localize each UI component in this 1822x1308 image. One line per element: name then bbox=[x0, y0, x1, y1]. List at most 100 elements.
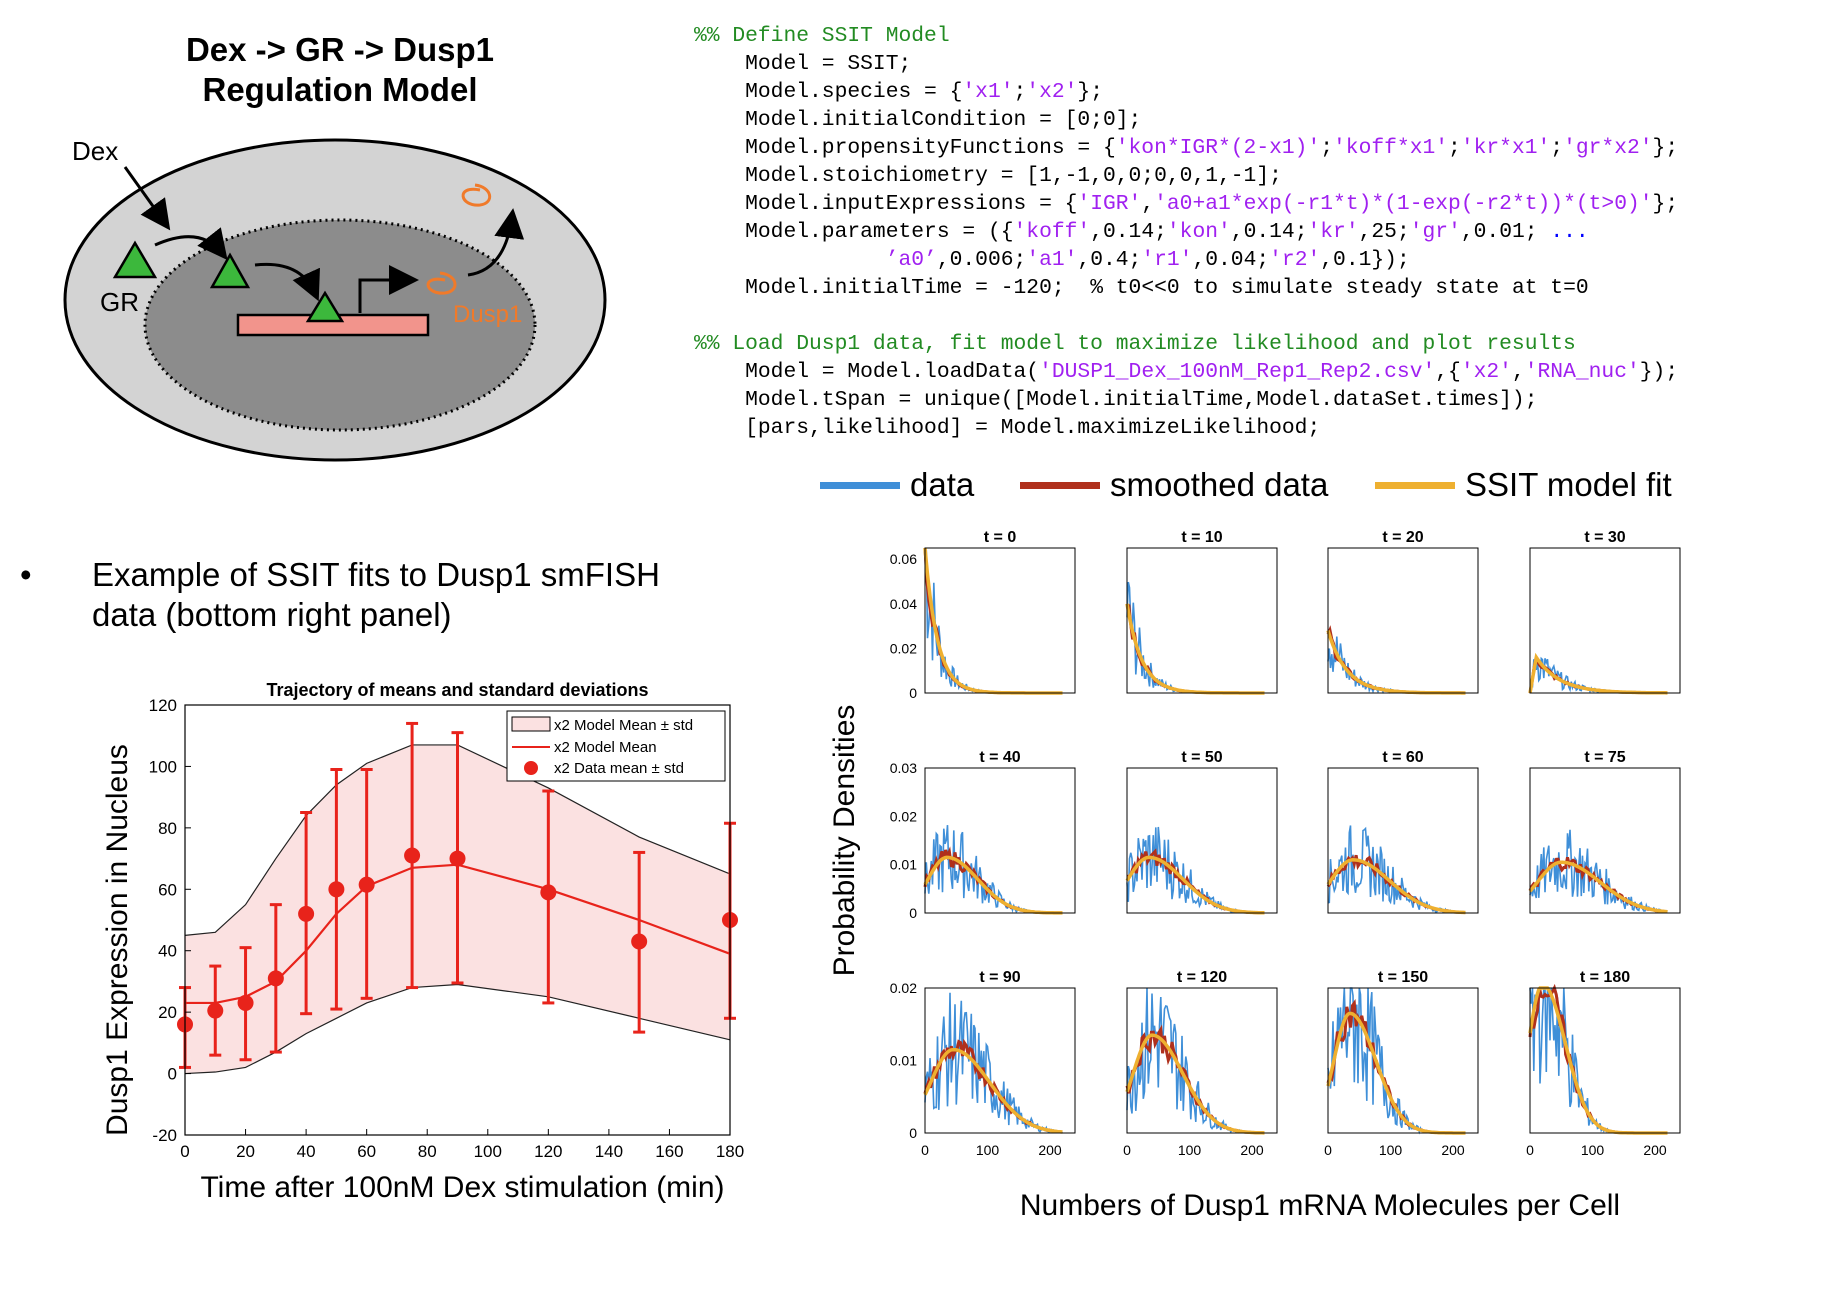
trajectory-legend: x2 Model Mean ± std x2 Model Mean x2 Data … bbox=[506, 710, 726, 782]
gr-translocation-arrow bbox=[154, 227, 228, 261]
histogram-panel: t = 75 bbox=[1528, 749, 1681, 914]
trajectory-xlabel: Time after 100nM Dex stimulation (min) bbox=[200, 1171, 724, 1204]
data-point bbox=[237, 994, 254, 1011]
regulation-diagram: Dex GR Dusp1 bbox=[63, 136, 607, 462]
x-tick-label: 200 bbox=[1441, 1142, 1465, 1158]
panel-title: t = 60 bbox=[1382, 749, 1423, 766]
gr-triangle-cytoplasm bbox=[112, 240, 158, 279]
model-fit-series bbox=[1326, 629, 1466, 695]
data-series bbox=[1126, 826, 1265, 914]
histogram-panel: t = 20 bbox=[1326, 529, 1479, 695]
dex-label: Dex bbox=[72, 136, 118, 166]
bullet-text: Example of SSIT fits to Dusp1 smFISH dat… bbox=[92, 556, 660, 633]
x-tick-label: 0 bbox=[180, 1142, 189, 1161]
code-line: Model.stoichiometry = [1,-1,0,0;0,0,1,-1… bbox=[694, 164, 1282, 188]
y-tick-label: 0.01 bbox=[890, 857, 917, 873]
model-fit-series bbox=[1528, 652, 1668, 695]
histogram-grid-chart: t = 0 0 0.02 0.04 0.06 t = 10 t = 20 t = 30 t = … bbox=[828, 529, 1681, 1222]
legend-label: data bbox=[910, 466, 975, 503]
legend-band-swatch bbox=[511, 716, 551, 732]
y-tick-label: 60 bbox=[158, 880, 177, 899]
panel-axes-box bbox=[1327, 987, 1479, 1134]
x-tick-label: 180 bbox=[716, 1142, 744, 1161]
x-tick-label: 100 bbox=[1581, 1142, 1605, 1158]
x-tick-label: 200 bbox=[1240, 1142, 1264, 1158]
panel-title: t = 50 bbox=[1181, 749, 1222, 766]
code-line: Model.propensityFunctions = {'kon*IGR*(2… bbox=[694, 136, 1679, 160]
y-tick-label: 0 bbox=[909, 685, 917, 701]
data-series bbox=[1529, 829, 1668, 914]
panel-axes-box bbox=[1126, 547, 1278, 694]
y-tick-label: 0.04 bbox=[890, 596, 917, 612]
data-point bbox=[328, 881, 345, 898]
data-point bbox=[404, 847, 421, 864]
model-fit-series bbox=[1125, 603, 1265, 695]
model-fit-series bbox=[1125, 1033, 1265, 1135]
bullet-marker: • bbox=[20, 556, 32, 593]
histogram-panel: t = 40 0 0.01 0.02 0.03 bbox=[890, 749, 1076, 921]
data-point bbox=[358, 876, 375, 893]
y-tick-label: 0 bbox=[168, 1065, 177, 1084]
y-tick-label: 0 bbox=[909, 1125, 917, 1141]
x-tick-label: 100 bbox=[474, 1142, 502, 1161]
panel-title: t = 0 bbox=[984, 529, 1017, 546]
data-series bbox=[924, 825, 1063, 914]
code-line: Model.inputExpressions = {'IGR','a0+a1*e… bbox=[694, 192, 1679, 216]
diagram-title-line2: Regulation Model bbox=[202, 71, 478, 108]
smoothed-series bbox=[1326, 625, 1465, 695]
data-point bbox=[207, 1002, 224, 1019]
data-series bbox=[1126, 987, 1265, 1134]
data-point bbox=[449, 850, 466, 867]
histogram-panel: t = 180 0 100 200 bbox=[1526, 969, 1681, 1158]
model-fit-series bbox=[1528, 860, 1668, 914]
histogram-panel: t = 90 0 0.01 0.02 0 100 200 bbox=[890, 969, 1076, 1158]
trajectory-axes-box bbox=[184, 704, 731, 1136]
panel-title: t = 75 bbox=[1584, 749, 1625, 766]
x-tick-label: 80 bbox=[418, 1142, 437, 1161]
panel-title: t = 180 bbox=[1580, 969, 1630, 986]
code-line: ’a0’,0.006;'a1',0.4;'r1',0.04;'r2',0.1})… bbox=[885, 248, 1410, 272]
model-fit-series bbox=[923, 1047, 1063, 1134]
trajectory-ylabel: Dusp1 Expression in Nucleus bbox=[101, 744, 134, 1136]
data-series bbox=[924, 992, 1063, 1134]
model-fit-series bbox=[923, 855, 1063, 915]
model-fit-series bbox=[1326, 858, 1466, 915]
y-tick-label: 0 bbox=[909, 905, 917, 921]
x-tick-label: 200 bbox=[1038, 1142, 1062, 1158]
code-line: Model.parameters = ({'koff',0.14;'kon',0… bbox=[694, 220, 1589, 244]
legend-label: SSIT model fit bbox=[1465, 466, 1672, 503]
smoothed-series bbox=[923, 846, 1062, 915]
trajectory-chart: Trajectory of means and standard deviati… bbox=[101, 680, 744, 1204]
panel-axes-box bbox=[924, 987, 1076, 1134]
y-tick-label: 0.02 bbox=[890, 980, 917, 996]
panel-axes-box bbox=[924, 547, 1076, 694]
y-tick-label: 100 bbox=[149, 757, 177, 776]
histogram-panel: t = 10 bbox=[1125, 529, 1278, 695]
code-line: %% Load Dusp1 data, fit model to maximiz… bbox=[694, 332, 1576, 356]
y-tick-label: 0.06 bbox=[890, 551, 917, 567]
model-fit-series bbox=[1125, 855, 1265, 915]
x-tick-label: 120 bbox=[534, 1142, 562, 1161]
panel-title: t = 150 bbox=[1378, 969, 1428, 986]
y-tick-label: 0.03 bbox=[890, 760, 917, 776]
mrna-cytoplasm-icon bbox=[461, 183, 491, 207]
data-point bbox=[631, 933, 648, 950]
trajectory-title: Trajectory of means and standard deviati… bbox=[266, 680, 648, 700]
data-series bbox=[1327, 825, 1466, 914]
histogram-panel: t = 150 0 100 200 bbox=[1324, 969, 1479, 1158]
legend-swatch bbox=[1375, 481, 1455, 489]
data-point bbox=[267, 970, 284, 987]
legend-label: x2 Data mean ± std bbox=[554, 760, 684, 777]
dex-arrow bbox=[123, 166, 171, 231]
y-tick-label: -20 bbox=[152, 1126, 177, 1145]
code-line: Model.tSpan = unique([Model.initialTime,… bbox=[694, 388, 1538, 412]
code-line: Model.species = {'x1';'x2'}; bbox=[694, 80, 1103, 104]
panel-axes-box bbox=[1529, 987, 1681, 1134]
histogram-panel: t = 0 0 0.02 0.04 0.06 bbox=[890, 529, 1076, 701]
panel-title: t = 10 bbox=[1181, 529, 1222, 546]
panel-axes-box bbox=[1126, 767, 1278, 914]
histogram-panel: t = 120 0 100 200 bbox=[1123, 969, 1278, 1158]
legend-item: SSIT model fit bbox=[1375, 462, 1672, 508]
data-point bbox=[540, 884, 557, 901]
panel-title: t = 90 bbox=[979, 969, 1020, 986]
